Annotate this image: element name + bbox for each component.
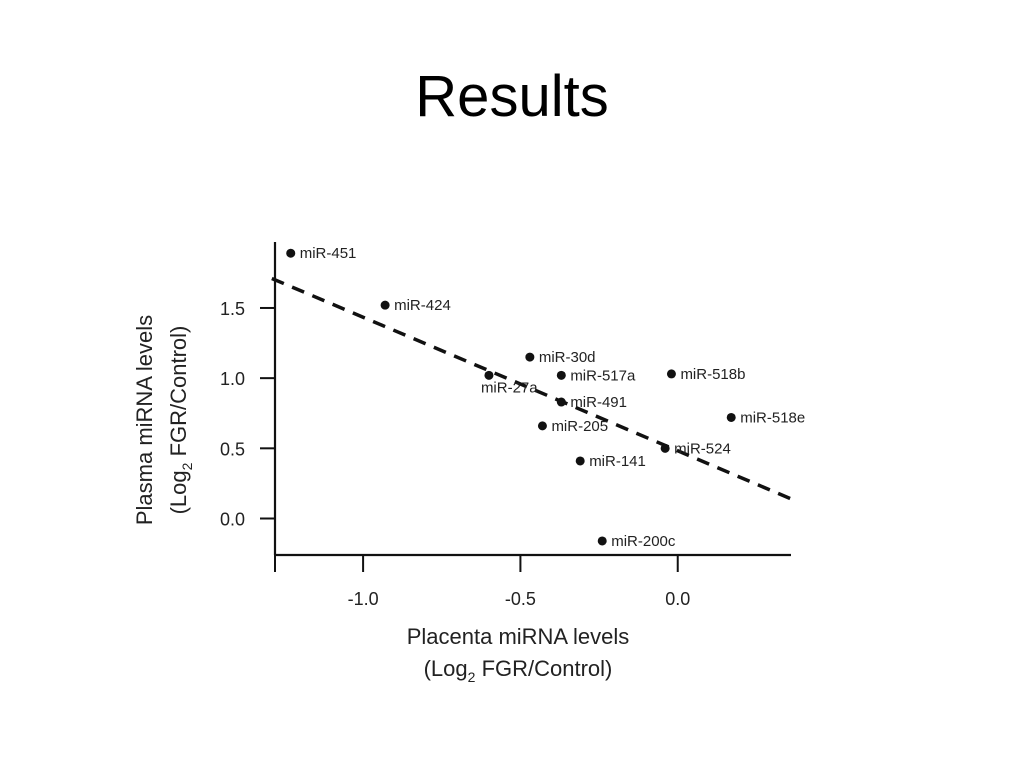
y-tick-label: 1.5: [220, 299, 245, 319]
data-point: [666, 369, 676, 379]
point-label: miR-517a: [570, 367, 636, 384]
data-point: [537, 421, 547, 431]
data-point: [575, 456, 585, 466]
axis-unit-label: (Log2 FGR/Control): [424, 656, 613, 685]
y-axis-title: Plasma miRNA levels: [132, 315, 157, 525]
point-label: miR-141: [589, 453, 646, 470]
x-axis-title: Placenta miRNA levels: [407, 624, 630, 649]
x-tick-label: -1.0: [348, 589, 379, 609]
data-point: [726, 412, 736, 422]
data-point: [525, 352, 535, 362]
data-point: [660, 443, 670, 453]
x-tick-label: 0.0: [665, 589, 690, 609]
data-point: [286, 248, 296, 258]
point-label: miR-518e: [740, 409, 805, 426]
trendline: [271, 276, 792, 501]
x-tick-label: -0.5: [505, 589, 536, 609]
point-label: miR-30d: [539, 349, 596, 366]
data-point: [556, 370, 566, 380]
data-point: [380, 300, 390, 310]
point-label: miR-518b: [680, 366, 745, 383]
point-label: miR-205: [551, 418, 608, 435]
y-tick-label: 0.5: [220, 439, 245, 459]
y-tick-label: 1.0: [220, 369, 245, 389]
data-point: [556, 397, 566, 407]
data-point: [597, 536, 607, 546]
point-label: miR-451: [300, 245, 357, 262]
point-label: miR-524: [674, 440, 731, 457]
point-label: miR-27a: [481, 379, 538, 396]
point-label: miR-424: [394, 297, 451, 314]
slide-title: Results: [415, 64, 609, 129]
point-label: miR-491: [570, 394, 627, 411]
data-point: [484, 370, 494, 380]
axis-unit-label: (Log2 FGR/Control): [166, 326, 195, 515]
point-label: miR-200c: [611, 533, 676, 550]
y-tick-label: 0.0: [220, 510, 245, 530]
